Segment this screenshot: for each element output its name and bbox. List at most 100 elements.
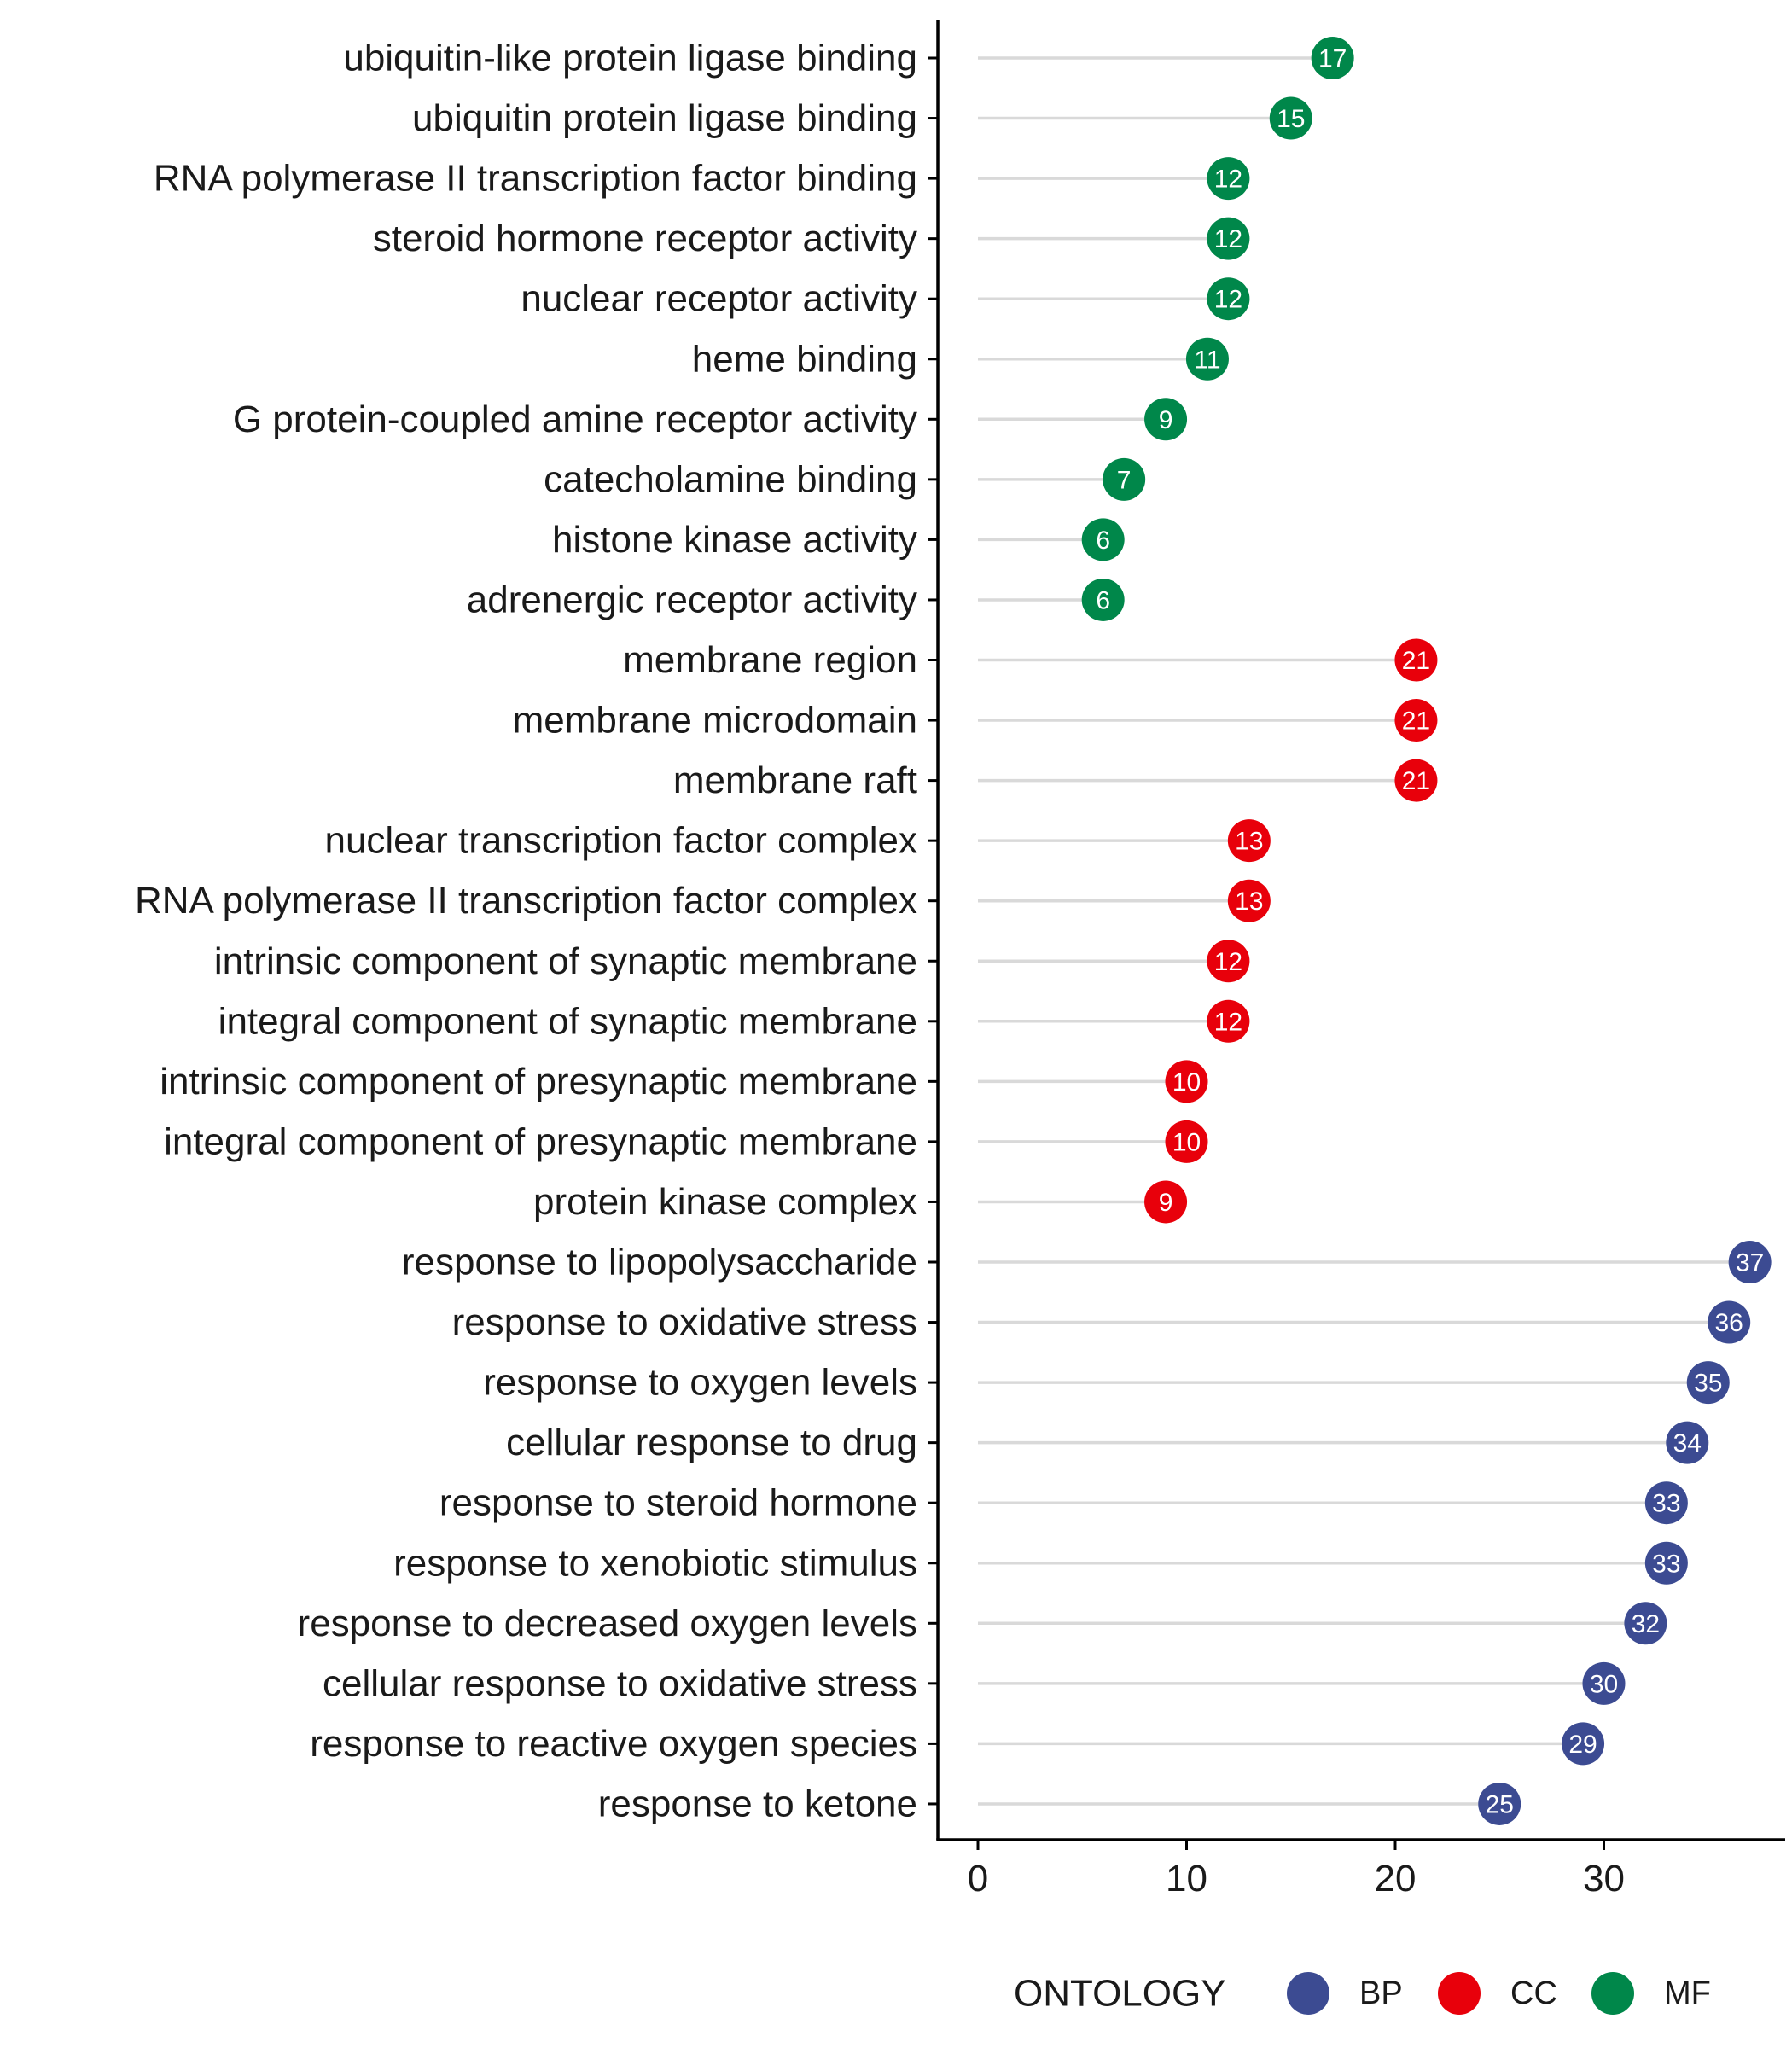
data-point: 9 (1144, 398, 1188, 441)
point-marker (1207, 940, 1250, 983)
point-marker (1144, 398, 1188, 441)
category-label: RNA polymerase II transcription factor b… (154, 158, 917, 200)
point-marker (1394, 759, 1438, 802)
point-marker (1728, 1241, 1772, 1283)
category-label: intrinsic component of presynaptic membr… (160, 1061, 917, 1103)
legend-title: ONTOLOGY (1014, 1973, 1226, 2015)
data-point: 11 (1185, 337, 1229, 381)
category-label: response to lipopolysaccharide (402, 1242, 917, 1283)
point-value-label: 11 (1194, 346, 1220, 374)
point-value-label: 9 (1159, 406, 1173, 434)
data-point: 33 (1644, 1541, 1688, 1585)
category-label: protein kinase complex (533, 1181, 917, 1223)
point-value-label: 21 (1402, 647, 1430, 675)
data-point: 21 (1394, 759, 1438, 802)
point-marker (1686, 1361, 1730, 1405)
point-value-label: 12 (1214, 166, 1242, 194)
point-value-label: 34 (1673, 1429, 1702, 1457)
point-value-label: 36 (1715, 1309, 1743, 1337)
data-point: 21 (1394, 638, 1438, 682)
legend-key (1591, 1972, 1634, 2015)
category-label: ubiquitin-like protein ligase binding (343, 38, 917, 79)
category-label: integral component of presynaptic membra… (164, 1120, 917, 1162)
data-point: 12 (1207, 157, 1250, 201)
point-value-label: 25 (1486, 1790, 1514, 1818)
point-marker (1207, 217, 1250, 260)
point-value-label: 12 (1214, 1008, 1242, 1036)
point-marker (1165, 1120, 1208, 1163)
point-value-label: 12 (1214, 225, 1242, 253)
data-point: 30 (1582, 1661, 1626, 1705)
category-label: adrenergic receptor activity (467, 579, 917, 620)
category-label: nuclear transcription factor complex (324, 820, 917, 862)
point-value-label: 10 (1172, 1068, 1201, 1097)
point-marker (1227, 879, 1271, 922)
data-point: 12 (1207, 999, 1250, 1043)
data-point: 13 (1227, 819, 1271, 863)
legend-item: BP (1287, 1972, 1403, 2015)
x-tick-label: 20 (1375, 1858, 1417, 1900)
data-point: 17 (1311, 37, 1354, 79)
x-tick-label: 10 (1166, 1858, 1207, 1900)
legend-item: CC (1438, 1972, 1557, 2015)
legend-label: CC (1510, 1975, 1557, 2011)
point-marker (1081, 578, 1125, 621)
category-label: integral component of synaptic membrane (218, 1000, 917, 1042)
point-value-label: 10 (1172, 1128, 1201, 1156)
points-layer: 17 15 12 12 12 11 9 7 6 6 21 21 21 13 13 12 12 10 10 9 37 36 3… (1081, 37, 1772, 1825)
point-marker (1185, 337, 1229, 381)
legend-key (1438, 1972, 1481, 2015)
category-label: histone kinase activity (552, 519, 917, 561)
point-value-label: 15 (1277, 105, 1305, 133)
data-point: 7 (1103, 457, 1146, 501)
axes-layer: ubiquitin-like protein ligase binding ubi… (135, 20, 1785, 1900)
point-marker (1311, 37, 1354, 79)
point-marker (1394, 638, 1438, 682)
data-point: 10 (1165, 1120, 1208, 1163)
category-label: ubiquitin protein ligase binding (412, 97, 917, 139)
category-label: steroid hormone receptor activity (373, 218, 917, 259)
x-tick-label: 30 (1583, 1858, 1625, 1900)
legend-label: BP (1359, 1975, 1403, 2011)
legend: ONTOLOGY BP CC MF (1014, 1972, 1711, 2015)
data-point: 12 (1207, 277, 1250, 321)
legend-item: MF (1591, 1972, 1711, 2015)
stems-layer (978, 56, 1750, 1806)
data-point: 21 (1394, 699, 1438, 742)
point-value-label: 12 (1214, 286, 1242, 314)
point-value-label: 9 (1159, 1189, 1173, 1217)
point-marker (1644, 1481, 1688, 1525)
category-label: cellular response to drug (506, 1422, 917, 1463)
point-value-label: 13 (1235, 828, 1263, 856)
point-value-label: 17 (1318, 45, 1347, 73)
point-value-label: 21 (1402, 707, 1430, 736)
point-marker (1081, 518, 1125, 561)
category-label: cellular response to oxidative stress (323, 1662, 917, 1704)
data-point: 9 (1144, 1180, 1188, 1224)
data-point: 13 (1227, 879, 1271, 922)
category-label: catecholamine binding (544, 458, 917, 500)
point-marker (1103, 457, 1146, 501)
category-label: response to oxidative stress (452, 1301, 917, 1343)
point-value-label: 29 (1568, 1731, 1597, 1759)
point-marker (1666, 1421, 1709, 1464)
point-marker (1478, 1782, 1521, 1825)
data-point: 35 (1686, 1361, 1730, 1405)
point-value-label: 12 (1214, 948, 1242, 976)
category-label: response to decreased oxygen levels (298, 1603, 917, 1644)
data-point: 33 (1644, 1481, 1688, 1525)
data-point: 32 (1624, 1602, 1667, 1645)
point-value-label: 6 (1096, 527, 1110, 555)
point-marker (1165, 1060, 1208, 1103)
point-marker (1644, 1541, 1688, 1585)
point-marker (1207, 277, 1250, 321)
data-point: 36 (1708, 1300, 1751, 1344)
point-marker (1144, 1180, 1188, 1224)
legend-key (1287, 1972, 1329, 2015)
category-label: membrane raft (673, 759, 917, 801)
data-point: 29 (1562, 1722, 1605, 1766)
category-label: response to xenobiotic stimulus (393, 1542, 917, 1584)
data-point: 34 (1666, 1421, 1709, 1464)
point-value-label: 37 (1736, 1249, 1764, 1277)
